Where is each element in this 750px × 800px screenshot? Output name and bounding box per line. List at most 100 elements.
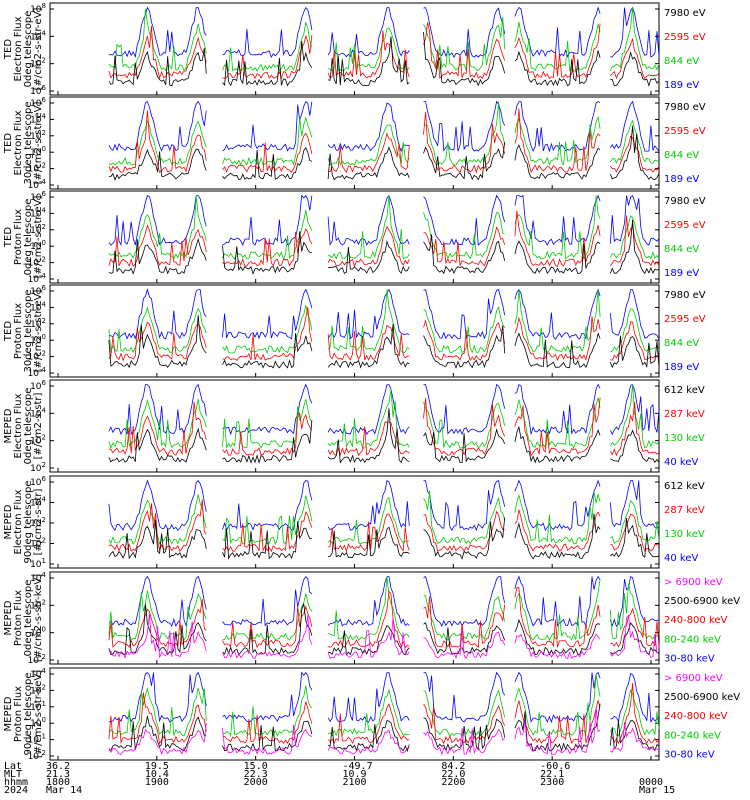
series-trace: [108, 383, 660, 436]
series-trace: [108, 384, 660, 450]
ytick-label: 100: [30, 626, 46, 639]
legend-entry: 2595 eV: [664, 314, 706, 325]
legend-entry: 30-80 keV: [664, 749, 715, 760]
xaxis-tick-mlt: 22.1: [540, 769, 564, 780]
series-trace: [108, 683, 660, 745]
panel-ylabel-line: Proton Flux: [13, 686, 24, 742]
ytick-label: 106: [30, 84, 46, 97]
series-trace: [108, 31, 660, 88]
panel-frame: [49, 190, 660, 284]
series-trace: [108, 613, 660, 660]
panel-1: 108 104 102 106 TED Electron Flux 0deg telesco…: [3, 2, 706, 97]
ytick-label: 10-1: [28, 733, 46, 746]
xaxis-tick-hhmm: 0000: [639, 777, 663, 788]
legend-entry: > 6900 keV: [664, 577, 723, 588]
legend-entry: 287 keV: [664, 505, 705, 516]
ytick-label: 102: [30, 461, 46, 474]
legend-entry: 612 keV: [664, 481, 705, 492]
series-trace: [108, 575, 660, 628]
panel-ylabel-line: TED: [3, 133, 14, 154]
panel-3: 106 104 102 100 10-2 10-4 TED Proton Flux 0deg t…: [3, 190, 706, 285]
ytick-label: 102: [30, 537, 46, 550]
legend-entry: 7980 eV: [664, 102, 706, 113]
ytick-label: 101: [30, 700, 46, 713]
panel-ylabel-line: MEPED: [3, 408, 14, 443]
xaxis-tick-hhmm: 2300: [540, 777, 564, 788]
panel-ylabel-line: [#/cm2-s-str-eV]: [33, 290, 44, 373]
panel-ylabel-line: TED: [3, 227, 14, 248]
ytick-label: 106: [30, 96, 46, 109]
legend-entry: 2500-6900 keV: [664, 596, 740, 607]
xaxis-tick-hhmm: 1900: [145, 777, 169, 788]
legend-entry: 40 keV: [664, 457, 698, 468]
legend-entry: 612 keV: [664, 385, 705, 396]
ytick-label: 10-4: [28, 366, 47, 379]
ytick-label: 104: [30, 300, 46, 313]
series-trace: [108, 210, 660, 268]
panel-ylabel-line: 0deg telescope: [23, 580, 34, 657]
series-trace: [108, 7, 660, 73]
xaxis-tick-lat: 19.5: [145, 761, 169, 772]
ytick-label: 104: [30, 406, 46, 419]
xaxis-tick-mlt: 22.0: [441, 769, 465, 780]
series-trace: [108, 513, 660, 560]
panel-ylabel-line: TED: [3, 39, 14, 60]
ytick-label: 102: [30, 317, 46, 330]
ytick-label: 100: [30, 716, 46, 729]
panel-ylabel-line: 30deg telescope: [23, 289, 34, 372]
panel-frame: [49, 96, 660, 190]
xaxis-tick-mlt: 22.3: [244, 769, 268, 780]
ytick-label: 108: [30, 2, 46, 15]
legend-entry: 2595 eV: [664, 220, 706, 231]
panel-ylabel-line: [#/cm2-s-str-eV]: [33, 8, 44, 91]
panel-ylabel-line: [#/cm2-s-str]: [33, 488, 44, 555]
ytick-label: 104: [30, 112, 46, 125]
legend-entry: 130 keV: [664, 433, 705, 444]
ytick-label: 10-2: [28, 653, 46, 666]
ytick-label: 10-2: [28, 350, 46, 363]
ytick-label: 102: [30, 57, 46, 70]
panel-ylabel-line: Proton Flux: [13, 209, 24, 265]
legend-entry: 287 keV: [664, 409, 705, 420]
series-trace: [108, 408, 660, 465]
ytick-label: 104: [30, 496, 46, 509]
panel-ylabel-line: [#/cm2-s-str-eV]: [33, 102, 44, 185]
xaxis-tick-lat: 84.2: [441, 761, 465, 772]
series-trace: [108, 6, 660, 59]
series-trace: [108, 307, 660, 362]
ytick-label: 10-4: [28, 178, 47, 191]
series-trace: [108, 100, 660, 153]
xaxis-tick-mlt: 21.3: [46, 769, 70, 780]
ytick-label: 104: [30, 29, 46, 42]
panel-ylabel-line: 90deg telescope: [23, 480, 34, 563]
legend-entry: 189 eV: [664, 268, 699, 279]
panel-ylabel-line: MEPED: [3, 600, 14, 635]
series-trace: [108, 195, 660, 261]
legend-entry: 844 eV: [664, 150, 699, 161]
series-trace: [108, 125, 660, 181]
panel-ylabel-line: Proton Flux: [13, 303, 24, 359]
xaxis-tick-mlt: 10.9: [343, 769, 367, 780]
legend-entry: 189 eV: [664, 362, 699, 373]
legend-entry: 130 keV: [664, 529, 705, 540]
legend-entry: 844 eV: [664, 338, 699, 349]
ytick-label: 102: [30, 223, 46, 236]
ytick-label: 104: [30, 667, 46, 680]
series-trace: [108, 288, 660, 340]
xaxis-row-label: hhmm: [4, 777, 28, 788]
panel-2: 106 104 102 100 10-2 10-4 TED Electron Flux 30de…: [3, 96, 706, 191]
xaxis-tick-lat: 15.0: [244, 761, 268, 772]
ytick-label: 102: [30, 516, 46, 529]
ytick-label: 106: [30, 284, 46, 297]
ytick-label: 102: [30, 683, 46, 696]
series-trace: [108, 703, 660, 752]
series-trace: [108, 108, 660, 174]
series-trace: [108, 22, 660, 80]
ytick-label: 101: [30, 557, 46, 570]
ytick-label: 104: [30, 571, 46, 584]
panel-ylabel-line: 0deg telescope: [23, 388, 34, 465]
legend-entry: 80-240 keV: [664, 730, 721, 741]
xaxis-tick-lat: -60.6: [540, 761, 570, 772]
ytick-label: 106: [30, 190, 46, 203]
